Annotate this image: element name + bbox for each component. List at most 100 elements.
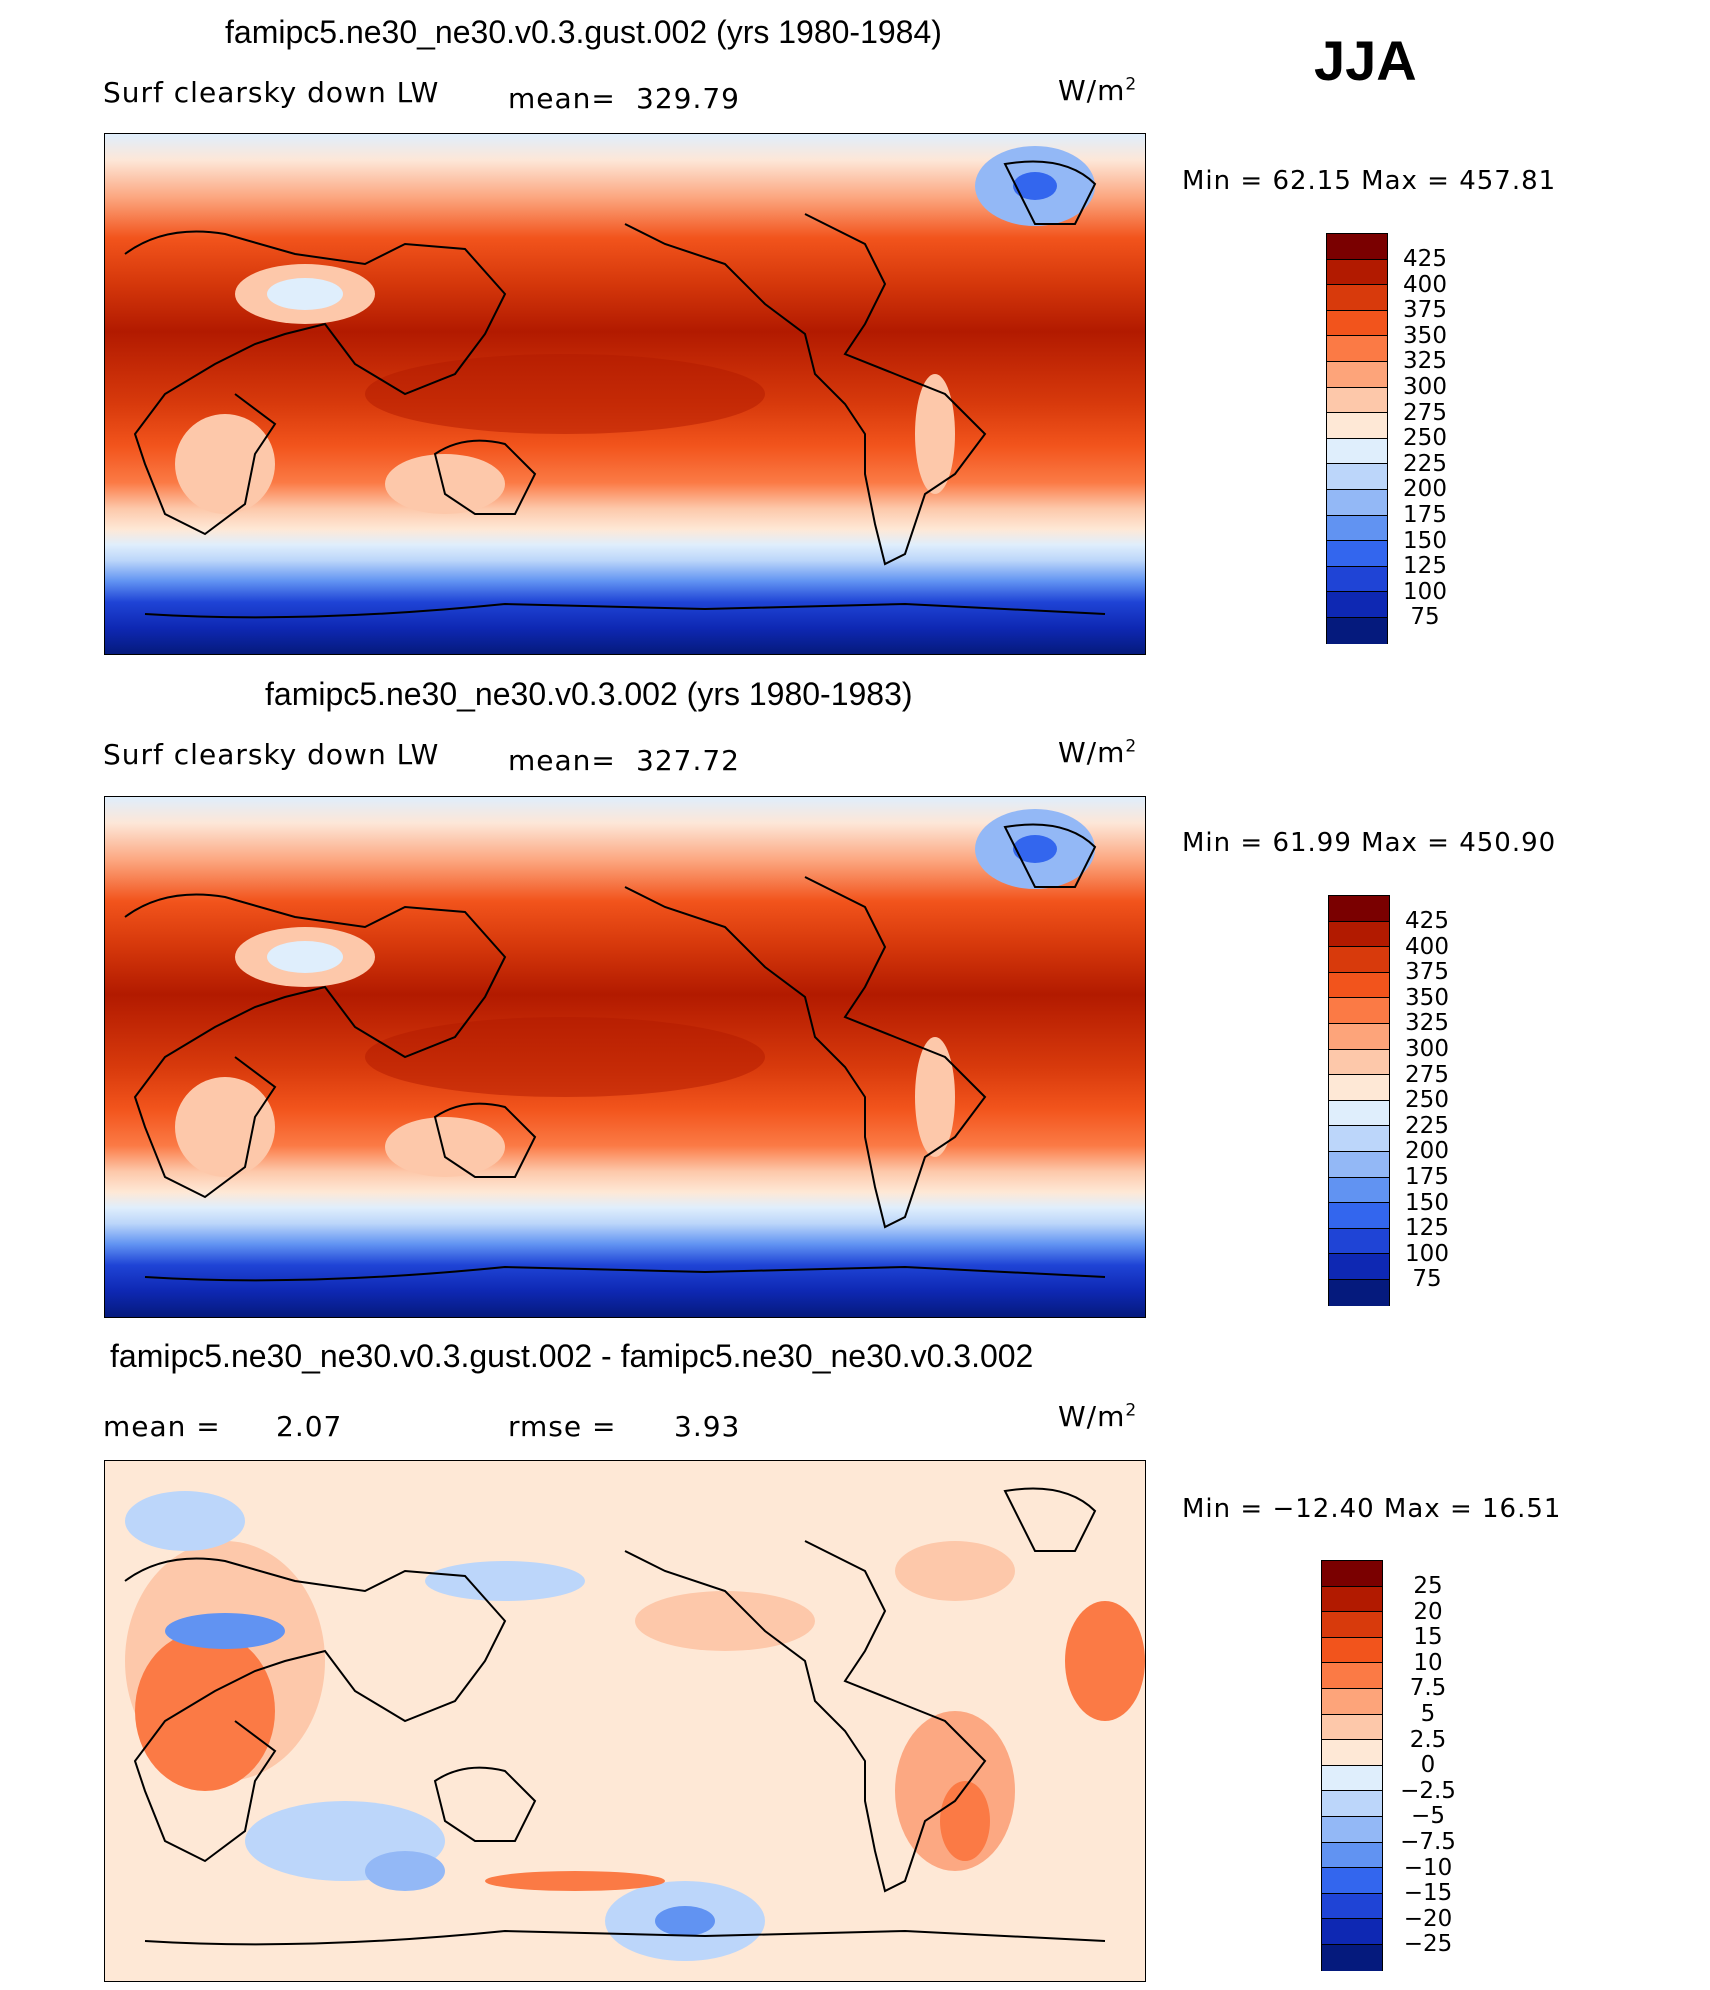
colorbar-swatch: [1322, 1791, 1382, 1817]
colorbar-tick: 275: [1403, 400, 1447, 426]
colorbar-swatch: [1329, 1254, 1389, 1280]
colorbar-tick: 200: [1403, 476, 1447, 502]
panel2-colorbar: [1328, 895, 1390, 1306]
colorbar-swatch: [1327, 438, 1387, 465]
colorbar-swatch: [1329, 921, 1389, 948]
panel3-map: [104, 1460, 1146, 1982]
colorbar-swatch: [1322, 1561, 1382, 1587]
panel2-map: [104, 796, 1146, 1318]
colorbar-tick: −7.5: [1400, 1829, 1456, 1855]
colorbar-tick: 25: [1413, 1573, 1443, 1599]
colorbar-swatch: [1327, 310, 1387, 337]
colorbar-tick: −2.5: [1400, 1778, 1456, 1804]
colorbar-swatch: [1329, 1203, 1389, 1229]
panel3-mean-label: mean =: [103, 1410, 221, 1443]
colorbar-tick: 125: [1405, 1215, 1449, 1241]
colorbar-tick: 300: [1403, 374, 1447, 400]
colorbar-tick: 0: [1420, 1752, 1436, 1778]
panel1-variable-label: Surf clearsky down LW: [103, 76, 440, 109]
panel1-units: W/m2: [1058, 74, 1138, 107]
colorbar-tick: −20: [1403, 1906, 1453, 1932]
colorbar-tick: 350: [1405, 985, 1449, 1011]
colorbar-swatch: [1327, 592, 1387, 618]
colorbar-swatch: [1329, 1279, 1389, 1306]
colorbar-swatch: [1329, 896, 1389, 922]
colorbar-tick: 350: [1403, 323, 1447, 349]
colorbar-tick: 175: [1405, 1164, 1449, 1190]
panel3-rmse-label: rmse =: [508, 1410, 617, 1443]
panel1-map: [104, 133, 1146, 655]
colorbar-swatch: [1322, 1868, 1382, 1894]
colorbar-swatch: [1327, 234, 1387, 260]
colorbar-swatch: [1329, 972, 1389, 999]
panel2-units: W/m2: [1058, 736, 1138, 769]
colorbar-swatch: [1329, 1023, 1389, 1050]
colorbar-swatch: [1322, 1612, 1382, 1638]
colorbar-swatch: [1327, 617, 1387, 644]
colorbar-swatch: [1329, 1100, 1389, 1127]
colorbar-tick: 100: [1405, 1241, 1449, 1267]
colorbar-tick: 15: [1413, 1624, 1443, 1650]
colorbar-swatch: [1322, 1944, 1382, 1971]
colorbar-swatch: [1322, 1688, 1382, 1715]
colorbar-swatch: [1322, 1765, 1382, 1792]
panel3-title: famipc5.ne30_ne30.v0.3.gust.002 - famipc…: [110, 1338, 1034, 1374]
colorbar-tick: 275: [1405, 1062, 1449, 1088]
panel2-title: famipc5.ne30_ne30.v0.3.002 (yrs 1980-198…: [265, 676, 913, 712]
colorbar-tick: 250: [1403, 425, 1447, 451]
colorbar-swatch: [1322, 1919, 1382, 1945]
colorbar-tick: 425: [1405, 908, 1449, 934]
colorbar-tick: 75: [1410, 604, 1440, 630]
colorbar-tick: −5: [1411, 1803, 1445, 1829]
colorbar-tick: 7.5: [1409, 1675, 1447, 1701]
colorbar-swatch: [1327, 464, 1387, 490]
colorbar-tick: 375: [1403, 297, 1447, 323]
colorbar-swatch: [1322, 1714, 1382, 1741]
colorbar-swatch: [1327, 413, 1387, 439]
colorbar-tick: 150: [1403, 528, 1447, 554]
colorbar-tick: 2.5: [1409, 1727, 1447, 1753]
colorbar-swatch: [1329, 1075, 1389, 1101]
colorbar-swatch: [1329, 947, 1389, 973]
colorbar-tick: 325: [1403, 348, 1447, 374]
panel2-mean-label: mean=: [508, 744, 616, 777]
colorbar-tick: 250: [1405, 1087, 1449, 1113]
panel1-minmax: Min = 62.15 Max = 457.81: [1182, 166, 1557, 196]
colorbar-tick: 400: [1403, 272, 1447, 298]
colorbar-tick: 125: [1403, 553, 1447, 579]
colorbar-swatch: [1322, 1637, 1382, 1664]
panel1-colorbar: [1326, 233, 1388, 644]
colorbar-swatch: [1327, 361, 1387, 388]
colorbar-tick: 5: [1420, 1701, 1436, 1727]
colorbar-swatch: [1329, 998, 1389, 1024]
colorbar-swatch: [1322, 1586, 1382, 1613]
colorbar-tick: 425: [1403, 246, 1447, 272]
colorbar-tick: 300: [1405, 1036, 1449, 1062]
colorbar-tick: 150: [1405, 1190, 1449, 1216]
colorbar-tick: −15: [1403, 1880, 1453, 1906]
colorbar-tick: −25: [1403, 1931, 1453, 1957]
colorbar-swatch: [1327, 541, 1387, 567]
panel2-variable-label: Surf clearsky down LW: [103, 738, 440, 771]
colorbar-swatch: [1329, 1177, 1389, 1204]
colorbar-tick: −10: [1403, 1855, 1453, 1881]
colorbar-tick: 100: [1403, 579, 1447, 605]
colorbar-swatch: [1327, 489, 1387, 516]
colorbar-swatch: [1322, 1740, 1382, 1766]
colorbar-swatch: [1322, 1816, 1382, 1843]
colorbar-swatch: [1322, 1893, 1382, 1920]
panel3-colorbar: [1321, 1560, 1383, 1971]
colorbar-tick: 325: [1405, 1010, 1449, 1036]
colorbar-tick: 10: [1413, 1650, 1443, 1676]
colorbar-tick: 175: [1403, 502, 1447, 528]
colorbar-tick: 375: [1405, 959, 1449, 985]
colorbar-swatch: [1329, 1049, 1389, 1076]
colorbar-swatch: [1327, 387, 1387, 414]
colorbar-swatch: [1327, 336, 1387, 362]
colorbar-swatch: [1322, 1663, 1382, 1689]
panel2-minmax: Min = 61.99 Max = 450.90: [1182, 828, 1557, 858]
colorbar-tick: 400: [1405, 934, 1449, 960]
panel1-mean-value: 329.79: [636, 82, 740, 115]
colorbar-swatch: [1327, 566, 1387, 593]
colorbar-swatch: [1327, 515, 1387, 542]
